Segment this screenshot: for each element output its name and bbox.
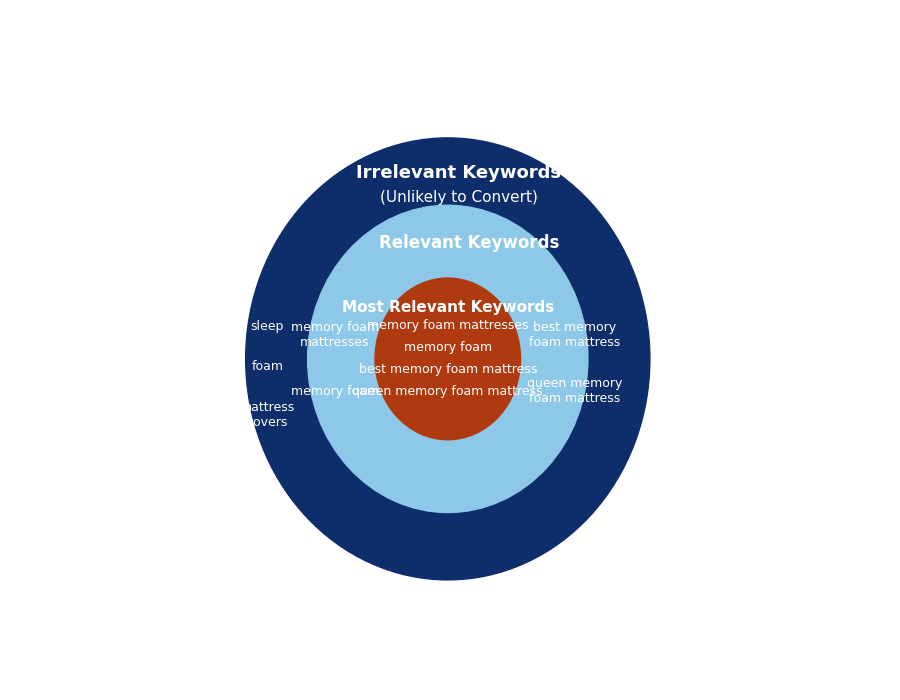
Text: Relevant Keywords: Relevant Keywords xyxy=(379,234,560,252)
Text: sleep
studies: sleep studies xyxy=(673,356,718,384)
Text: queen memory
foam mattress: queen memory foam mattress xyxy=(526,377,622,405)
Text: mattress
covers: mattress covers xyxy=(239,402,295,430)
Text: memory foam
mattresses: memory foam mattresses xyxy=(291,321,379,349)
Ellipse shape xyxy=(308,205,588,512)
Text: bed
spreads: bed spreads xyxy=(671,307,720,335)
Ellipse shape xyxy=(375,278,520,440)
Text: best memory
foam mattress: best memory foam mattress xyxy=(529,321,620,349)
Text: (Unlikely to Convert): (Unlikely to Convert) xyxy=(380,190,537,204)
Ellipse shape xyxy=(246,138,650,580)
Text: memory foam: memory foam xyxy=(291,385,379,398)
Text: memory foam mattresses
memory foam
best memory foam mattress
queen memory foam m: memory foam mattresses memory foam best … xyxy=(353,319,543,398)
Text: sleep: sleep xyxy=(250,320,284,333)
Text: Most Relevant Keywords: Most Relevant Keywords xyxy=(342,300,554,315)
Text: Irrelevant Keywords: Irrelevant Keywords xyxy=(356,164,561,182)
Text: foam: foam xyxy=(251,360,284,374)
Text: dreaming: dreaming xyxy=(666,409,725,422)
